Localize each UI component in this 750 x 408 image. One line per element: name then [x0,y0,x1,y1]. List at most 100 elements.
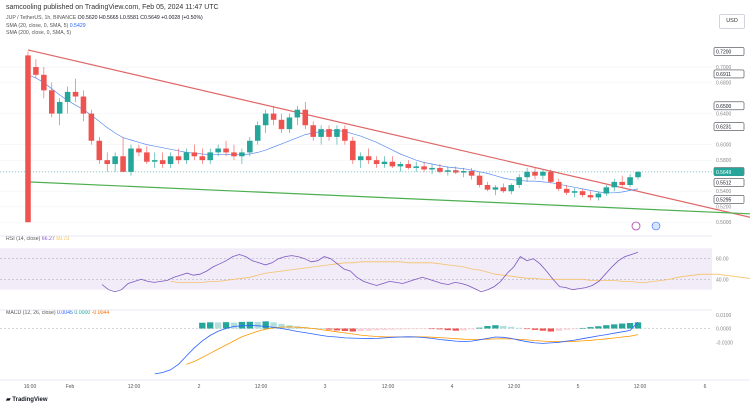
macd-histogram-bar [516,327,523,329]
macd-value-0: 0.0045 [57,310,73,316]
macd-histogram-bar [531,328,539,330]
footer-brand: TradingView [12,397,48,403]
macd-histogram-bar [595,326,602,329]
candle-body [112,156,118,165]
time-tick-label: 6 [704,384,707,390]
candle-body [556,181,562,189]
candle-body [350,140,356,161]
price-tick-label: 0.6400 [716,112,732,118]
candle-body [207,152,213,161]
candle-body [104,160,110,165]
symbol-name[interactable]: JUP / TetherUS, 1h, BINANCE [6,15,77,21]
macd-histogram-bar [626,323,634,329]
macd-histogram-bar [333,328,341,331]
sma20-legend[interactable]: SMA (20, close, 0, SMA, 5) 0.5429 [6,23,86,29]
candle-body [136,148,142,153]
price-tick-label: 0.7200 [716,50,732,56]
price-tick-box [713,195,745,204]
candle-body [310,125,316,137]
candle-body [96,140,103,161]
candle-body [199,156,206,161]
time-tick-label: 4 [451,384,454,390]
price-tick-box [713,122,745,131]
macd-histogram-bar [405,328,412,330]
macd-label: MACD (12, 26, close) [6,310,56,316]
candle-body [397,164,404,167]
candle-body [64,91,71,102]
candle-body [128,148,134,172]
current-price-label: 0.5649 [716,170,732,176]
macd-histogram-bar [262,321,269,329]
candle-body [270,113,277,120]
macd-histogram-bar [420,328,428,330]
rsi-tick-label: 40.00 [716,277,729,283]
rsi-legend[interactable]: RSI (14, close) 66.27 50.73 [6,236,69,242]
candle-body [619,181,625,185]
rsi-label: RSI (14, close) [6,236,41,242]
macd-tick-label: -0.0100 [716,340,733,346]
candle-body [627,177,633,185]
candle-body [453,170,459,173]
rsi-value: 66.27 [41,236,55,242]
trendline [27,49,750,218]
candle-body [151,160,158,162]
candle-body [540,171,546,176]
candle-body [429,167,435,170]
candle-body [223,148,229,153]
time-tick-label: 5 [577,384,580,390]
candle-body [587,195,594,198]
sma20-value: 0.5429 [69,23,86,29]
candle-body [167,156,174,165]
macd-histogram-bar [238,321,246,329]
candle-body [571,191,578,193]
macd-histogram-bar [325,328,333,330]
candle-body [294,109,301,118]
candle-body [579,191,586,196]
macd-histogram-bar [397,328,404,330]
time-tick-label: 12:00 [508,384,521,390]
sma20-label: SMA (20, close, 0, SMA, 5) [6,23,69,29]
macd-histogram-bar [563,328,570,330]
candle-body [278,119,285,130]
macd-value-1: 0.0000 [74,310,91,316]
macd-histogram-bar [500,325,507,329]
sma200-legend[interactable]: SMA (200, close, 0, SMA, 5) [6,30,71,36]
sma-line [27,74,639,194]
macd-histogram-bar [317,328,325,329]
candle-body [144,152,150,162]
macd-histogram-bar [222,322,230,329]
macd-histogram-bar [523,328,531,330]
currency-button[interactable]: USD [719,14,745,29]
candle-body [286,117,293,130]
macd-legend[interactable]: MACD (12, 26, close) 0.0045 0.0000 -0.00… [6,310,109,316]
time-tick-label: 12:00 [128,384,141,390]
candle-body [421,166,427,170]
macd-histogram-bar [349,328,356,332]
candle-body [405,164,412,168]
candle-body [476,175,483,185]
symbol-legend: JUP / TetherUS, 1h, BINANCE O0.5620 H0.5… [6,15,203,21]
price-tick-label: 0.5800 [716,158,732,164]
candle-body [326,129,332,137]
macd-histogram-bar [270,322,277,329]
macd-histogram-bar [341,328,349,331]
candle-body [342,129,348,141]
candle-body [318,129,324,137]
macd-tick-label: 0.0000 [716,327,732,333]
price-tick-label: 0.5200 [716,205,732,211]
candle-body [381,161,388,165]
candle-body [373,160,380,165]
macd-histogram-bar [254,322,261,329]
macd-histogram-bar [484,326,491,329]
candle-body [254,125,261,141]
time-tick-label: 12:00 [634,384,647,390]
candle-body [603,187,610,194]
event-icon [631,221,641,231]
candle-body [484,184,491,190]
candle-body [72,91,79,97]
macd-histogram-bar [618,323,626,329]
candle-body [389,161,396,167]
macd-histogram-bar [492,325,499,329]
candle-body [183,152,190,161]
